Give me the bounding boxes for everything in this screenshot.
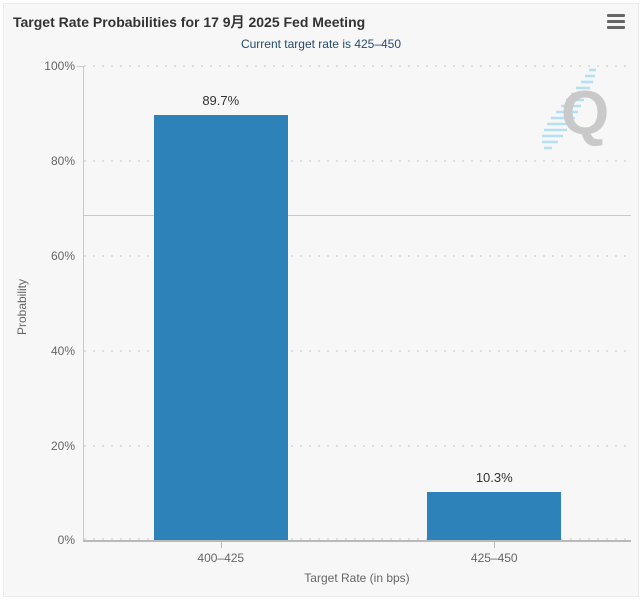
bar-425-450[interactable] <box>427 492 562 541</box>
y-tick-label: 0% <box>57 533 75 547</box>
bar-400-425[interactable] <box>153 114 288 541</box>
y-axis-tick <box>77 66 83 67</box>
category-slot-425-450: 10.3% <box>358 66 632 548</box>
y-axis-title: Probability <box>15 278 29 336</box>
gridline-80 <box>84 160 631 162</box>
fedwatch-chart: Target Rate Probabilities for 17 9月 2025… <box>3 3 639 597</box>
x-tick-label: 400–425 <box>197 551 245 565</box>
plot-area: 89.7% 10.3% <box>77 65 632 548</box>
x-axis-line <box>83 540 631 542</box>
x-axis-tick <box>220 542 222 548</box>
hamburger-icon[interactable] <box>606 13 626 30</box>
horizontal-plot-line <box>84 214 631 216</box>
y-tick-label: 20% <box>50 439 75 453</box>
bar-value-label: 10.3% <box>475 470 513 486</box>
chart-title: Target Rate Probabilities for 17 9月 2025… <box>13 14 366 30</box>
bar-value-label: 89.7% <box>202 92 240 108</box>
gridline-100 <box>84 65 631 67</box>
y-tick-label: 80% <box>50 154 75 168</box>
gridline-60 <box>84 255 631 257</box>
gridline-20 <box>84 445 631 447</box>
y-tick-label: 40% <box>50 344 75 358</box>
chart-subtitle: Current target rate is 425–450 <box>240 37 402 51</box>
y-tick-label: 60% <box>50 249 75 263</box>
category-slot-400-425: 89.7% <box>84 66 358 548</box>
y-tick-label: 100% <box>44 59 75 73</box>
gridline-0 <box>84 538 631 540</box>
y-axis-line <box>83 66 84 541</box>
x-axis-tick-labels: 400–425 425–450 <box>84 551 631 565</box>
x-axis-title: Target Rate (in bps) <box>304 571 410 585</box>
y-axis-tick-labels: 100% 80% 60% 40% 20% 0% <box>4 60 75 546</box>
x-tick-label: 425–450 <box>470 551 518 565</box>
gridline-40 <box>84 350 631 352</box>
x-axis-tick <box>494 542 496 548</box>
